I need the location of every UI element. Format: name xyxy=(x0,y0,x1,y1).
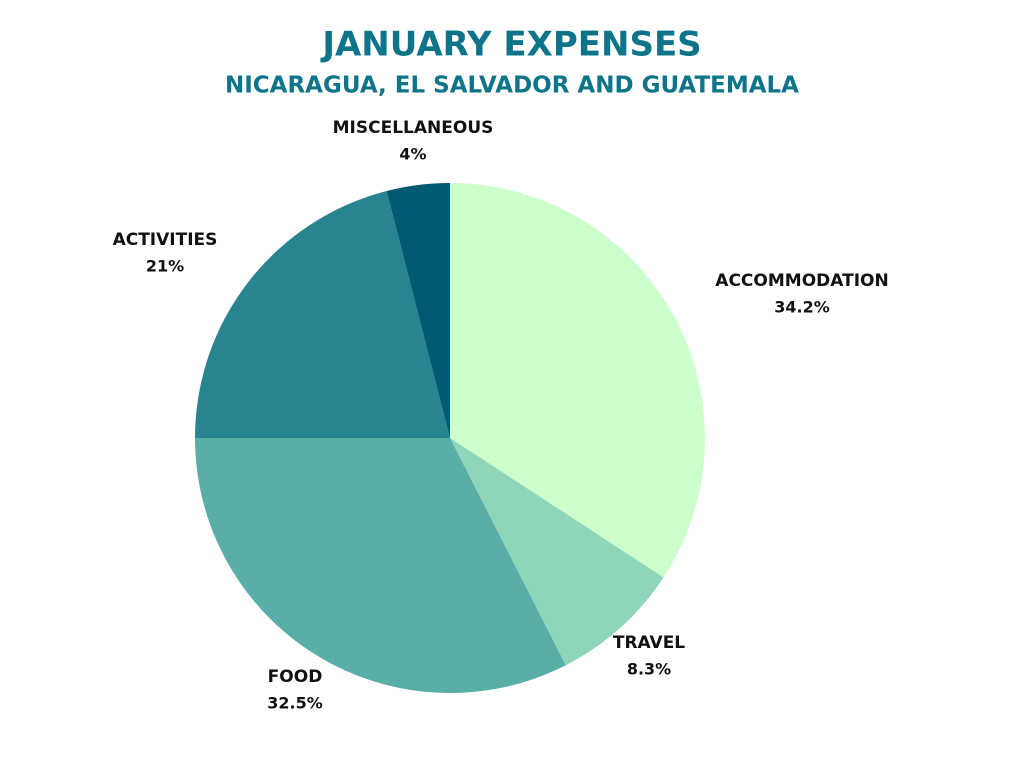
pie-slice xyxy=(450,438,664,666)
slice-value-label: 8.3% xyxy=(627,660,671,679)
slice-value-label: 34.2% xyxy=(774,298,830,317)
slice-value-label: 4% xyxy=(399,145,426,164)
pie-slice xyxy=(195,438,566,694)
labels: ACCOMMODATION 34.2% TRAVEL 8.3% FOOD 32.5% ACT… xyxy=(113,118,889,713)
slice-value-label: 32.5% xyxy=(267,694,323,713)
pie-slice xyxy=(195,191,450,438)
slice-label: ACCOMMODATION xyxy=(715,271,888,291)
pie xyxy=(195,183,705,694)
slice-label: MISCELLANEOUS xyxy=(333,118,494,138)
chart-title: JANUARY EXPENSES xyxy=(320,25,701,65)
slice-value-label: 21% xyxy=(146,257,184,276)
slice-label: FOOD xyxy=(268,667,323,687)
pie-slice xyxy=(386,183,450,438)
chart-subtitle: NICARAGUA, EL SALVADOR AND GUATEMALA xyxy=(225,73,799,99)
pie-slice xyxy=(450,183,705,578)
slice-label: ACTIVITIES xyxy=(113,230,218,250)
slice-label: TRAVEL xyxy=(613,633,685,653)
